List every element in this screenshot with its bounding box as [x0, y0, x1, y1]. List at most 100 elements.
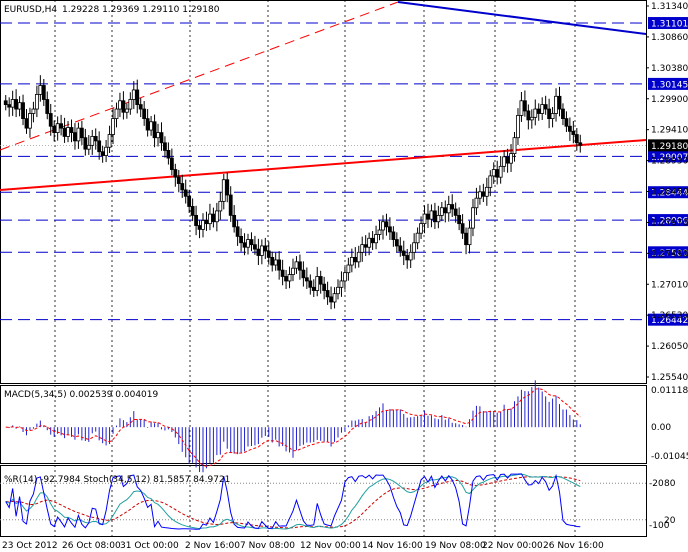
candle-body-98	[343, 272, 347, 282]
candle-body-54	[190, 206, 195, 216]
level-label-1: 1.30145	[651, 80, 688, 90]
candle-body-66	[232, 214, 237, 228]
candle-body-65	[228, 194, 233, 216]
candle-body-112	[391, 231, 396, 240]
trendlines[interactable]	[0, 1, 647, 191]
candle-body-27	[97, 140, 102, 153]
candle-body-148	[516, 115, 520, 139]
price-tick-7: 1.27970	[651, 218, 688, 228]
level-label-0: 1.31101	[651, 20, 688, 30]
candle-body-56	[197, 225, 202, 230]
candle-body-1	[7, 104, 12, 108]
candle-body-120	[419, 223, 423, 234]
candle-body-13	[48, 113, 53, 127]
time-label-1: 26 Oct 08:00	[62, 541, 121, 551]
osc-tick-left-0: -20	[649, 479, 664, 489]
price-tick-9: 1.27010	[651, 280, 688, 290]
price-tick-6: 1.28450	[651, 188, 688, 198]
candle-body-139	[484, 186, 489, 197]
candle-body-160	[557, 95, 562, 110]
candle-body-125	[436, 214, 441, 223]
time-label-5: 12 Nov 00:00	[300, 541, 361, 551]
candle-body-0	[3, 100, 8, 105]
osc-tick-right-0: 80	[664, 479, 676, 489]
channel-trendline	[0, 1, 399, 151]
ohlc-values: 1.29228 1.29369 1.29110 1.29180	[62, 5, 220, 15]
horizontal-levels[interactable]: 1.31101 1.30145 1.29007 1.28444 1.28006 1.275…	[0, 17, 688, 326]
candle-body-89	[311, 286, 316, 291]
candle-body-130	[453, 208, 458, 216]
candle-body-6	[24, 118, 29, 129]
candle-body-67	[235, 226, 240, 237]
candle-body-140	[488, 175, 493, 188]
candle-body-33	[118, 100, 122, 110]
candle-body-113	[394, 239, 399, 247]
candle-body-153	[533, 108, 538, 118]
candle-body-115	[401, 250, 406, 256]
candle-body-17	[62, 127, 67, 137]
candle-body-34	[121, 100, 126, 113]
candle-body-109	[381, 221, 385, 231]
candle-body-145	[505, 156, 510, 164]
candle-body-85	[298, 261, 302, 271]
candle-body-117	[408, 251, 413, 261]
candle-body-147	[512, 137, 517, 155]
candle-body-149	[519, 100, 524, 116]
candle-body-158	[550, 113, 555, 120]
candle-body-32	[114, 108, 119, 120]
candle-body-23	[83, 137, 88, 150]
candle-body-116	[405, 255, 410, 261]
candle-body-104	[363, 244, 368, 248]
candle-body-4	[17, 102, 22, 110]
candle-body-162	[564, 118, 569, 127]
candle-body-86	[301, 269, 306, 279]
time-label-3: 2 Nov 16:00	[185, 541, 240, 551]
candle-body-18	[66, 127, 70, 137]
price-tick-10: 1.26530	[651, 311, 688, 321]
candle-body-106	[370, 237, 375, 244]
time-label-6: 14 Nov 16:00	[362, 541, 423, 551]
price-tick-3: 1.29900	[651, 95, 688, 105]
candle-body-84	[294, 261, 299, 269]
chart-header: EURUSD,H4 1.29228 1.29369 1.29110 1.2918…	[4, 5, 220, 15]
candle-body-151	[526, 110, 531, 121]
candle-body-96	[336, 286, 340, 295]
candle-body-166	[578, 142, 583, 146]
candle-body-138	[481, 191, 486, 197]
candle-body-11	[41, 85, 46, 100]
candle-body-105	[367, 237, 372, 248]
candle-body-29	[104, 146, 109, 156]
level-tag-6	[648, 313, 688, 326]
candle-body-91	[318, 276, 323, 285]
candle-body-43	[152, 121, 157, 139]
candle-body-164	[571, 130, 576, 135]
candle-body-16	[59, 123, 64, 129]
macd-tick-0: 0.011188	[651, 386, 688, 396]
candle-body-71	[249, 239, 254, 246]
candle-body-14	[52, 125, 57, 134]
price-tick-2: 1.30380	[651, 64, 688, 74]
time-label-9: 26 Nov 16:00	[543, 541, 604, 551]
candle-body-124	[433, 210, 437, 223]
level-label-4: 1.28006	[651, 217, 688, 227]
candle-body-154	[536, 108, 541, 114]
candle-body-134	[467, 227, 472, 246]
support-trendline	[0, 139, 647, 191]
time-label-8: 22 Nov 00:00	[482, 541, 543, 551]
candle-body-90	[315, 276, 320, 291]
candle-body-12	[45, 99, 50, 114]
candle-body-41	[145, 118, 150, 131]
resistance-trendline	[397, 1, 647, 35]
macd-indicator: 0.011188 0.00 -0.01045	[5, 380, 688, 473]
candle-body-163	[567, 125, 572, 132]
candle-body-128	[446, 204, 451, 214]
candle-body-49	[173, 169, 178, 178]
candle-body-88	[308, 280, 313, 288]
candle-body-21	[76, 127, 81, 142]
candle-body-107	[374, 234, 378, 244]
candle-body-74	[259, 245, 264, 256]
stoch-signal-line	[5, 476, 581, 529]
candle-body-40	[142, 108, 147, 120]
candle-body-39	[138, 104, 143, 110]
